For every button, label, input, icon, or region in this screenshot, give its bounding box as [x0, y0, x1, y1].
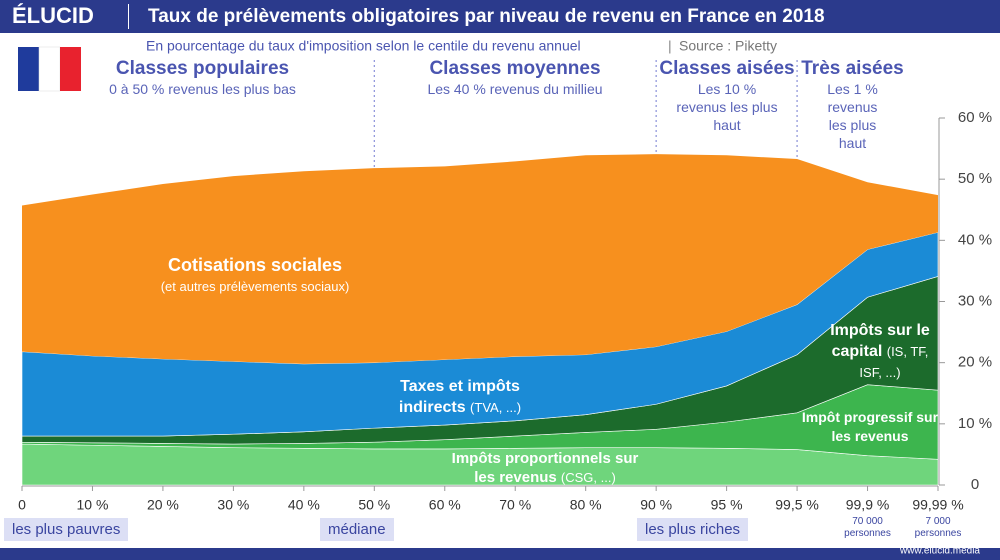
series-sublabel: (CSG, ...)	[560, 470, 616, 485]
y-tick-label: 40 %	[958, 231, 992, 248]
group-title: Classes populaires	[115, 58, 290, 79]
population-note: 70 000 personnes	[844, 516, 891, 539]
area	[21, 232, 939, 437]
group-subtitle: Les 1 % revenus les plus haut	[827, 81, 878, 151]
population-note: 7 000 personnes	[914, 516, 962, 539]
divider	[128, 4, 129, 29]
group-header: Classes aisées Les 10 % revenus les plus …	[657, 58, 797, 134]
x-note: médiane	[320, 518, 394, 541]
group-title: Classes aisées	[659, 58, 795, 79]
group-subtitle: Les 40 % revenus du millieu	[427, 81, 603, 97]
series-label: Impôt progressif sur les revenus	[800, 408, 940, 446]
y-tick-label: 30 %	[958, 292, 992, 309]
y-tick-label: 20 %	[958, 354, 992, 371]
group-header: Classes moyennes Les 40 % revenus du mill…	[390, 58, 640, 98]
x-tick-label: 99,9 %	[846, 497, 890, 513]
series-label: Cotisations sociales (et autres prélèvem…	[100, 255, 410, 297]
title-bar	[0, 0, 1000, 33]
divider-bar: |	[668, 38, 672, 54]
series-name: Impôts proportionnels sur les revenus	[451, 450, 639, 486]
series-label: Impôts sur le capital (IS, TF, ISF, ...)	[820, 320, 940, 383]
x-tick-label: 40 %	[288, 497, 320, 513]
group-subtitle: Les 10 % revenus les plus haut	[676, 81, 778, 133]
series-name: Impôts sur le capital	[830, 322, 930, 360]
series-sublabel: (IS, TF, ISF, ...)	[859, 344, 929, 380]
series-sublabel: (et autres prélèvements sociaux)	[160, 279, 350, 294]
x-tick-label: 30 %	[217, 497, 249, 513]
subtitle: En pourcentage du taux d'imposition selo…	[146, 38, 581, 54]
source: Source : Piketty	[679, 38, 777, 54]
x-tick-label: 80 %	[570, 497, 602, 513]
y-tick-label: 0	[971, 476, 979, 493]
y-tick-label: 60 %	[958, 109, 992, 126]
x-note: les plus riches	[637, 518, 749, 541]
series-sublabel: (TVA, ...)	[470, 400, 522, 415]
group-subtitle: 0 à 50 % revenus les plus bas	[109, 81, 296, 97]
brand: ÉLUCID	[12, 3, 94, 28]
group-header: Classes populaires 0 à 50 % revenus les p…	[100, 58, 305, 98]
website: www.elucid.media	[899, 546, 980, 557]
x-tick-label: 99,5 %	[775, 497, 819, 513]
y-tick-label: 10 %	[958, 415, 992, 432]
x-tick-label: 0	[18, 497, 26, 513]
group-title: Très aisées	[801, 58, 904, 79]
x-tick-label: 10 %	[77, 497, 109, 513]
series-name: Cotisations sociales	[167, 255, 343, 275]
group-header: Très aisées Les 1 % revenus les plus haut	[800, 58, 905, 152]
x-tick-label: 70 %	[499, 497, 531, 513]
flag	[18, 46, 81, 92]
chart-title: Taux de prélèvements obligatoires par ni…	[148, 6, 825, 27]
x-tick-label: 60 %	[429, 497, 461, 513]
series-name: Impôt progressif sur les revenus	[801, 409, 939, 444]
x-tick-label: 50 %	[358, 497, 390, 513]
footer-bar	[0, 548, 1000, 560]
area	[22, 154, 938, 364]
y-tick-label: 50 %	[958, 170, 992, 187]
series-label: Taxes et impôts indirects (TVA, ...)	[370, 376, 550, 418]
x-note: les plus pauvres	[4, 518, 129, 541]
series-label: Impôts proportionnels sur les revenus (C…	[440, 449, 650, 487]
x-tick-label: 90 %	[640, 497, 672, 513]
x-tick-label: 95 %	[711, 497, 743, 513]
x-tick-label: 20 %	[147, 497, 179, 513]
series-name: Taxes et impôts indirects	[398, 378, 520, 416]
group-title: Classes moyennes	[429, 58, 601, 79]
x-tick-label: 99,99 %	[912, 497, 963, 513]
